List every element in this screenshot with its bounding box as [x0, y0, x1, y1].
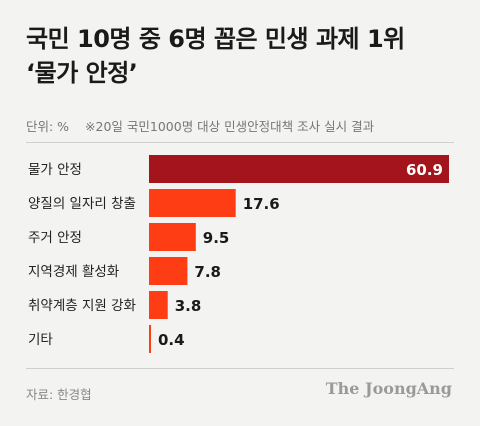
category-label: 지역경제 활성화 [28, 264, 119, 280]
category-label: 취약계층 지원 강화 [28, 298, 136, 314]
value-label: 60.9 [406, 161, 443, 179]
bar [149, 155, 449, 183]
source-label: 자료: 한경협 [26, 387, 92, 402]
value-label: 17.6 [243, 195, 280, 213]
unit-label: 단위: % [26, 119, 70, 134]
value-label: 9.5 [203, 229, 230, 247]
top-divider [26, 142, 454, 143]
bar [149, 189, 236, 217]
title-line-1: 국민 10명 중 6명 꼽은 민생 과제 1위 [26, 25, 405, 53]
category-label: 기타 [28, 332, 53, 348]
title-line-2: ‘물가 안정’ [26, 59, 138, 87]
value-label: 7.8 [194, 263, 221, 281]
brand-logo: The JoongAng [325, 379, 452, 398]
bottom-divider [26, 368, 454, 369]
value-label: 0.4 [158, 331, 185, 349]
bar [149, 257, 188, 285]
survey-note: ※20일 국민1000명 대상 민생안정대책 조사 실시 결과 [85, 119, 375, 134]
category-label: 물가 안정 [28, 162, 82, 178]
bar [149, 223, 196, 251]
bar [149, 325, 151, 353]
chart-meta: 단위: % ※20일 국민1000명 대상 민생안정대책 조사 실시 결과 [26, 116, 466, 135]
category-label: 주거 안정 [28, 230, 82, 246]
category-label: 양질의 일자리 창출 [28, 196, 136, 212]
chart-title: 국민 10명 중 6명 꼽은 민생 과제 1위 ‘물가 안정’ [26, 22, 466, 90]
value-label: 3.8 [175, 297, 202, 315]
bar [149, 291, 168, 319]
